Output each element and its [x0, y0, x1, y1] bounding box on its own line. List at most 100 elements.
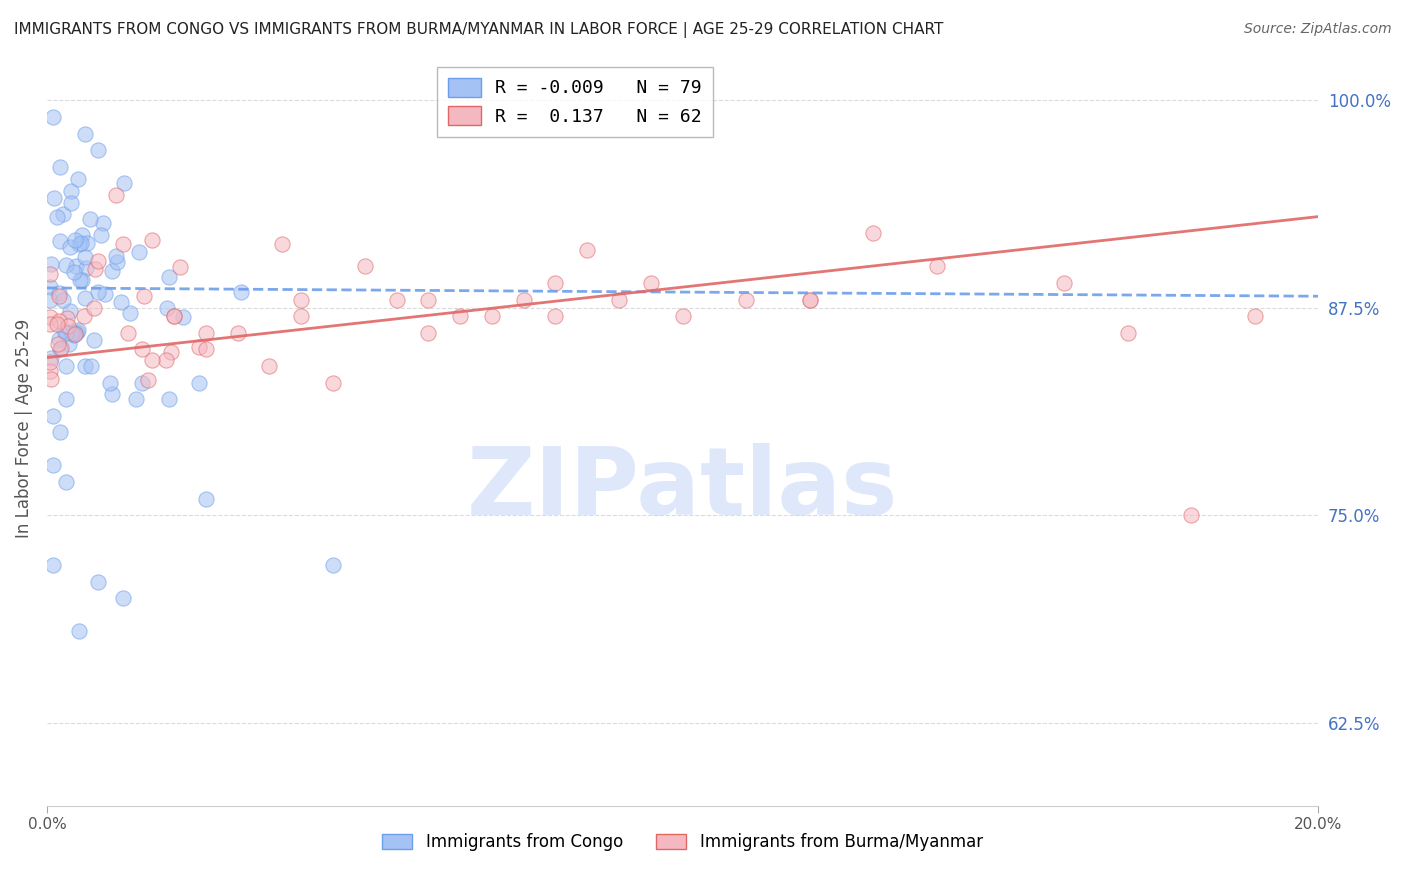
Point	[73, 250, 96, 264]
Point	[42, 110, 65, 124]
Point	[76, 236, 98, 251]
Point	[640, 276, 662, 290]
Point	[39, 293, 62, 307]
Point	[65, 260, 87, 274]
Point	[87, 574, 110, 589]
Point	[117, 326, 139, 341]
Point	[481, 309, 503, 323]
Point	[100, 387, 122, 401]
Point	[63, 326, 86, 341]
Text: Source: ZipAtlas.com: Source: ZipAtlas.com	[1244, 22, 1392, 37]
Point	[862, 226, 884, 240]
Point	[141, 353, 163, 368]
Point	[110, 295, 132, 310]
Point	[55, 475, 77, 489]
Point	[48, 332, 70, 346]
Point	[159, 345, 181, 359]
Point	[1180, 508, 1202, 523]
Point	[188, 376, 211, 390]
Point	[418, 326, 440, 340]
Point	[73, 359, 96, 373]
Point	[73, 127, 96, 141]
Point	[59, 304, 82, 318]
Point	[83, 301, 105, 315]
Point	[107, 255, 129, 269]
Point	[544, 276, 567, 290]
Point	[73, 291, 96, 305]
Point	[1243, 309, 1265, 323]
Point	[48, 288, 70, 302]
Point	[55, 258, 77, 272]
Point	[49, 234, 72, 248]
Point	[69, 273, 91, 287]
Point	[52, 207, 75, 221]
Point	[66, 172, 89, 186]
Point	[48, 160, 70, 174]
Y-axis label: In Labor Force | Age 25-29: In Labor Force | Age 25-29	[15, 318, 32, 538]
Text: IMMIGRANTS FROM CONGO VS IMMIGRANTS FROM BURMA/MYANMAR IN LABOR FORCE | AGE 25-2: IMMIGRANTS FROM CONGO VS IMMIGRANTS FROM…	[14, 22, 943, 38]
Point	[39, 354, 62, 368]
Point	[735, 293, 758, 307]
Point	[93, 287, 115, 301]
Point	[157, 392, 180, 406]
Point	[67, 323, 90, 337]
Point	[449, 309, 471, 323]
Point	[55, 359, 77, 373]
Point	[59, 239, 82, 253]
Point	[56, 310, 79, 325]
Point	[799, 293, 821, 307]
Point	[72, 227, 94, 242]
Point	[799, 293, 821, 307]
Point	[194, 343, 217, 357]
Point	[46, 317, 69, 331]
Point	[49, 341, 72, 355]
Point	[259, 359, 281, 373]
Point	[155, 352, 177, 367]
Point	[46, 210, 69, 224]
Point	[42, 458, 65, 473]
Point	[63, 328, 86, 343]
Point	[194, 326, 217, 340]
Point	[163, 309, 186, 323]
Text: ZIPatlas: ZIPatlas	[467, 442, 898, 534]
Point	[63, 264, 86, 278]
Point	[39, 310, 62, 324]
Point	[48, 314, 70, 328]
Point	[607, 293, 630, 307]
Point	[60, 185, 83, 199]
Point	[87, 143, 110, 157]
Point	[131, 376, 153, 390]
Point	[544, 309, 567, 323]
Point	[418, 293, 440, 307]
Point	[118, 306, 141, 320]
Point	[290, 293, 312, 307]
Point	[188, 340, 211, 354]
Point	[226, 326, 249, 340]
Point	[112, 176, 135, 190]
Point	[39, 257, 62, 271]
Point	[322, 558, 344, 572]
Point	[576, 243, 599, 257]
Point	[136, 372, 159, 386]
Point	[132, 289, 155, 303]
Point	[65, 327, 87, 342]
Point	[70, 272, 93, 286]
Point	[73, 309, 96, 323]
Point	[322, 376, 344, 390]
Point	[353, 260, 375, 274]
Point	[229, 285, 252, 299]
Point	[90, 228, 112, 243]
Point	[194, 491, 217, 506]
Point	[67, 624, 90, 639]
Point	[55, 326, 77, 340]
Point	[39, 351, 62, 365]
Point	[66, 325, 89, 339]
Point	[1116, 326, 1139, 340]
Point	[141, 233, 163, 247]
Point	[52, 293, 75, 307]
Point	[925, 260, 948, 274]
Point	[105, 188, 128, 202]
Point	[39, 280, 62, 294]
Point	[512, 293, 534, 307]
Point	[91, 216, 114, 230]
